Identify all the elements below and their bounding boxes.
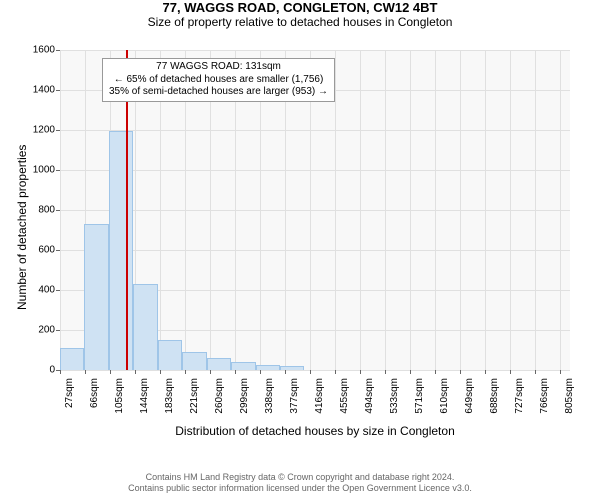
ytick-label: 1000 bbox=[25, 165, 55, 176]
ytick-label: 1600 bbox=[25, 45, 55, 56]
gridline-vertical bbox=[485, 50, 486, 370]
xtick-mark bbox=[360, 370, 361, 374]
xtick-label: 649sqm bbox=[464, 378, 475, 414]
gridline-vertical bbox=[560, 50, 561, 370]
xtick-label: 105sqm bbox=[114, 378, 125, 414]
xtick-mark bbox=[285, 370, 286, 374]
xtick-mark bbox=[485, 370, 486, 374]
xtick-mark bbox=[260, 370, 261, 374]
gridline-vertical bbox=[410, 50, 411, 370]
gridline-horizontal bbox=[60, 170, 570, 171]
xtick-mark bbox=[535, 370, 536, 374]
xtick-mark bbox=[185, 370, 186, 374]
gridline-vertical bbox=[335, 50, 336, 370]
ytick-label: 0 bbox=[25, 365, 55, 376]
histogram-bar bbox=[256, 365, 280, 370]
xtick-mark bbox=[85, 370, 86, 374]
xtick-mark bbox=[310, 370, 311, 374]
ytick-label: 200 bbox=[25, 325, 55, 336]
xtick-label: 338sqm bbox=[264, 378, 275, 414]
xtick-label: 766sqm bbox=[539, 378, 550, 414]
gridline-vertical bbox=[385, 50, 386, 370]
histogram-bar bbox=[133, 284, 157, 370]
xtick-label: 27sqm bbox=[64, 378, 75, 408]
caption-line-1: Contains HM Land Registry data © Crown c… bbox=[0, 472, 600, 483]
annotation-line: 35% of semi-detached houses are larger (… bbox=[109, 86, 328, 99]
caption: Contains HM Land Registry data © Crown c… bbox=[0, 472, 600, 494]
xtick-mark bbox=[410, 370, 411, 374]
gridline-vertical bbox=[360, 50, 361, 370]
gridline-horizontal bbox=[60, 210, 570, 211]
histogram-bar bbox=[231, 362, 255, 370]
histogram-bar bbox=[207, 358, 231, 370]
xtick-label: 610sqm bbox=[439, 378, 450, 414]
gridline-vertical bbox=[435, 50, 436, 370]
xtick-label: 533sqm bbox=[389, 378, 400, 414]
histogram-bar bbox=[158, 340, 182, 370]
ytick-label: 400 bbox=[25, 285, 55, 296]
xtick-label: 299sqm bbox=[239, 378, 250, 414]
xtick-label: 455sqm bbox=[339, 378, 350, 414]
gridline-vertical bbox=[510, 50, 511, 370]
xtick-label: 571sqm bbox=[414, 378, 425, 414]
gridline-horizontal bbox=[60, 250, 570, 251]
gridline-horizontal bbox=[60, 50, 570, 51]
plot-area: 77 WAGGS ROAD: 131sqm← 65% of detached h… bbox=[60, 50, 570, 370]
gridline-vertical bbox=[60, 50, 61, 370]
x-axis-label: Distribution of detached houses by size … bbox=[60, 424, 570, 438]
histogram-bar bbox=[84, 224, 108, 370]
xtick-mark bbox=[235, 370, 236, 374]
xtick-mark bbox=[110, 370, 111, 374]
gridline-horizontal bbox=[60, 130, 570, 131]
xtick-label: 221sqm bbox=[189, 378, 200, 414]
gridline-vertical bbox=[460, 50, 461, 370]
annotation-line: 77 WAGGS ROAD: 131sqm bbox=[109, 61, 328, 74]
xtick-mark bbox=[510, 370, 511, 374]
xtick-mark bbox=[135, 370, 136, 374]
xtick-label: 416sqm bbox=[314, 378, 325, 414]
gridline-vertical bbox=[535, 50, 536, 370]
ytick-label: 1400 bbox=[25, 85, 55, 96]
xtick-mark bbox=[210, 370, 211, 374]
xtick-label: 144sqm bbox=[139, 378, 150, 414]
xtick-mark bbox=[160, 370, 161, 374]
histogram-bar bbox=[60, 348, 84, 370]
ytick-label: 1200 bbox=[25, 125, 55, 136]
xtick-mark bbox=[460, 370, 461, 374]
xtick-label: 260sqm bbox=[214, 378, 225, 414]
xtick-mark bbox=[560, 370, 561, 374]
annotation-box: 77 WAGGS ROAD: 131sqm← 65% of detached h… bbox=[102, 58, 335, 102]
xtick-label: 727sqm bbox=[514, 378, 525, 414]
annotation-line: ← 65% of detached houses are smaller (1,… bbox=[109, 74, 328, 87]
xtick-label: 805sqm bbox=[564, 378, 575, 414]
chart-container: 77 WAGGS ROAD: 131sqm← 65% of detached h… bbox=[0, 0, 600, 500]
gridline-horizontal bbox=[60, 370, 570, 371]
xtick-label: 66sqm bbox=[89, 378, 100, 408]
histogram-bar bbox=[182, 352, 206, 370]
histogram-bar bbox=[280, 366, 304, 370]
ytick-label: 600 bbox=[25, 245, 55, 256]
xtick-mark bbox=[435, 370, 436, 374]
xtick-mark bbox=[335, 370, 336, 374]
xtick-label: 183sqm bbox=[164, 378, 175, 414]
xtick-label: 688sqm bbox=[489, 378, 500, 414]
xtick-label: 494sqm bbox=[364, 378, 375, 414]
histogram-bar bbox=[109, 131, 133, 370]
xtick-mark bbox=[385, 370, 386, 374]
xtick-mark bbox=[60, 370, 61, 374]
xtick-label: 377sqm bbox=[289, 378, 300, 414]
caption-line-2: Contains public sector information licen… bbox=[0, 483, 600, 494]
ytick-label: 800 bbox=[25, 205, 55, 216]
